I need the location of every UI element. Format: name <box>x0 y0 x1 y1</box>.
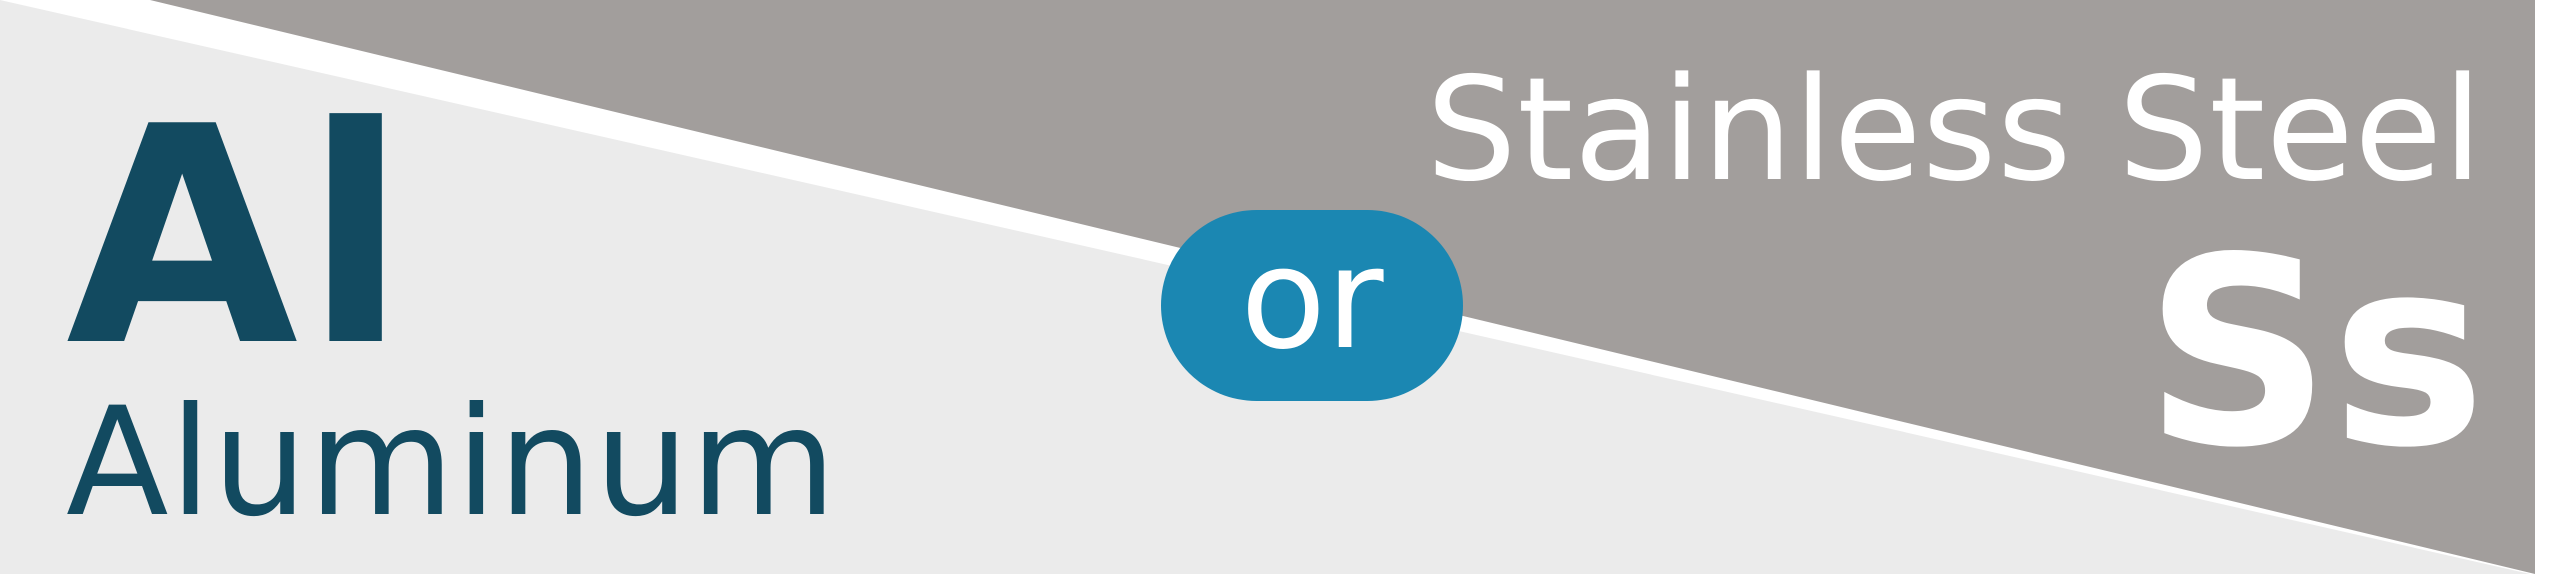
or-badge: or <box>1161 210 1463 401</box>
stainless-steel-symbol: Ss <box>2143 203 2486 505</box>
aluminum-label: Aluminum <box>66 376 838 550</box>
or-label: or <box>1240 217 1384 381</box>
aluminum-symbol: Al <box>66 63 414 412</box>
stainless-steel-label: Stainless Steel <box>1425 46 2483 213</box>
